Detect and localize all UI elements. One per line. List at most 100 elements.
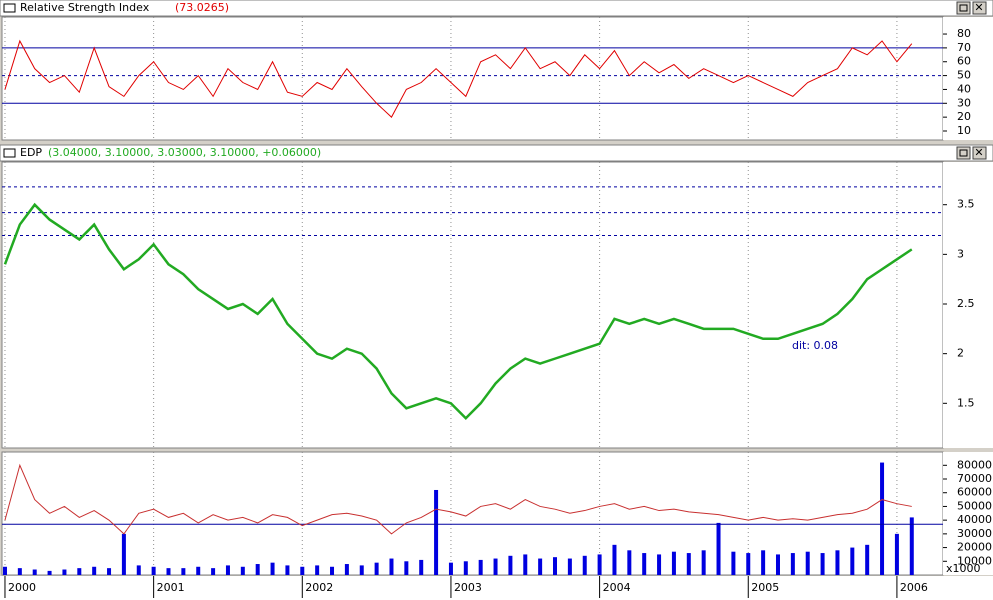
close-button[interactable] — [972, 146, 987, 160]
volume-bar — [835, 550, 840, 575]
maximize-button[interactable] — [956, 1, 971, 15]
plot-area — [1, 16, 944, 141]
volume-bar — [196, 566, 201, 575]
volume-bar — [225, 565, 230, 575]
axis-area — [943, 162, 993, 448]
y-tick-label: 70000 — [957, 472, 992, 485]
volume-bar — [255, 564, 260, 575]
volume-bar — [448, 562, 453, 575]
volume-bar — [77, 568, 82, 575]
volume-bar — [508, 555, 513, 575]
volume-bar — [92, 566, 97, 575]
y-tick-label: 10 — [957, 124, 971, 137]
x-tick-label: 2000 — [8, 581, 36, 594]
volume-bar — [880, 462, 885, 575]
y-tick-label: 40000 — [957, 513, 992, 526]
volume-bar — [865, 544, 870, 575]
volume-bar — [894, 533, 899, 575]
panel-title-value: (3.04000, 3.10000, 3.03000, 3.10000, +0.… — [48, 146, 321, 159]
y-tick-label: 1.5 — [957, 396, 975, 409]
volume-bar — [300, 566, 305, 575]
x-tick-label: 2005 — [751, 581, 779, 594]
volume-bar — [463, 561, 468, 575]
volume-bar — [285, 565, 290, 575]
volume-bar — [671, 551, 676, 575]
y-tick-label: 50000 — [957, 499, 992, 512]
y-tick-label: 10000 — [957, 554, 992, 567]
volume-bar — [805, 551, 810, 575]
unit-label: x1000 — [946, 562, 981, 575]
volume-bar — [151, 566, 156, 575]
plot-area — [1, 161, 944, 449]
volume-bar — [434, 489, 439, 575]
maximize-icon — [959, 149, 968, 157]
volume-bar — [359, 565, 364, 575]
y-tick-label: 2.5 — [957, 297, 975, 310]
maximize-button[interactable] — [956, 146, 971, 160]
volume-bar — [746, 553, 751, 575]
volume-bar — [686, 553, 691, 575]
volume-bar — [567, 558, 572, 575]
y-tick-label: 60 — [957, 55, 971, 68]
volume-bar — [181, 568, 186, 575]
y-tick-label: 3 — [957, 247, 964, 260]
y-tick-label: 30000 — [957, 527, 992, 540]
y-tick-label: 20 — [957, 110, 971, 123]
volume-bar — [850, 547, 855, 575]
volume-bar — [270, 562, 275, 575]
axis-area — [943, 17, 993, 140]
panel-title: EDP — [20, 146, 42, 159]
volume-bar — [478, 559, 483, 575]
volume-bar — [909, 517, 914, 575]
volume-bar — [761, 550, 766, 575]
y-tick-label: 2 — [957, 347, 964, 360]
volume-bar — [493, 558, 498, 575]
volume-bar — [315, 565, 320, 575]
x-axis-area — [0, 576, 993, 600]
y-tick-label: 40 — [957, 82, 971, 95]
x-tick-label: 2002 — [305, 581, 333, 594]
volume-bar — [553, 557, 558, 575]
y-tick-label: 50 — [957, 69, 971, 82]
volume-bar — [166, 568, 171, 575]
volume-bar — [240, 566, 245, 575]
volume-bar — [389, 558, 394, 575]
volume-bar — [731, 551, 736, 575]
volume-bar — [374, 562, 379, 575]
x-tick-label: 2006 — [900, 581, 928, 594]
x-tick-label: 2004 — [603, 581, 631, 594]
plot-area — [1, 451, 944, 576]
volume-bar — [657, 554, 662, 575]
panel-title-value: (73.0265) — [175, 1, 229, 14]
volume-bar — [419, 559, 424, 575]
close-button[interactable] — [972, 1, 987, 15]
volume-bar — [820, 553, 825, 575]
volume-bar — [32, 569, 37, 575]
series-line — [4, 39, 913, 118]
annotation: dit: 0.08 — [792, 339, 838, 352]
volume-bar — [538, 558, 543, 575]
y-tick-label: 70 — [957, 41, 971, 54]
volume-bar — [775, 554, 780, 575]
volume-bar — [47, 570, 52, 575]
y-tick-label: 60000 — [957, 486, 992, 499]
y-tick-label: 80 — [957, 27, 971, 40]
volume-bar — [642, 553, 647, 575]
y-tick-label: 3.5 — [957, 198, 975, 211]
volume-bar — [62, 569, 67, 575]
volume-bar — [211, 568, 216, 575]
volume-bar — [121, 533, 126, 575]
volume-bar — [790, 553, 795, 575]
maximize-icon — [959, 4, 968, 12]
axis-area — [943, 452, 993, 575]
panel-icon — [3, 3, 16, 13]
volume-bar — [136, 565, 141, 575]
x-tick-label: 2001 — [157, 581, 185, 594]
title-bar — [0, 0, 993, 17]
x-tick-label: 2003 — [454, 581, 482, 594]
volume-bar — [627, 550, 632, 575]
volume-bar — [523, 554, 528, 575]
panel-title: Relative Strength Index — [20, 1, 150, 14]
moving-average-line — [4, 463, 912, 535]
y-tick-label: 20000 — [957, 541, 992, 554]
